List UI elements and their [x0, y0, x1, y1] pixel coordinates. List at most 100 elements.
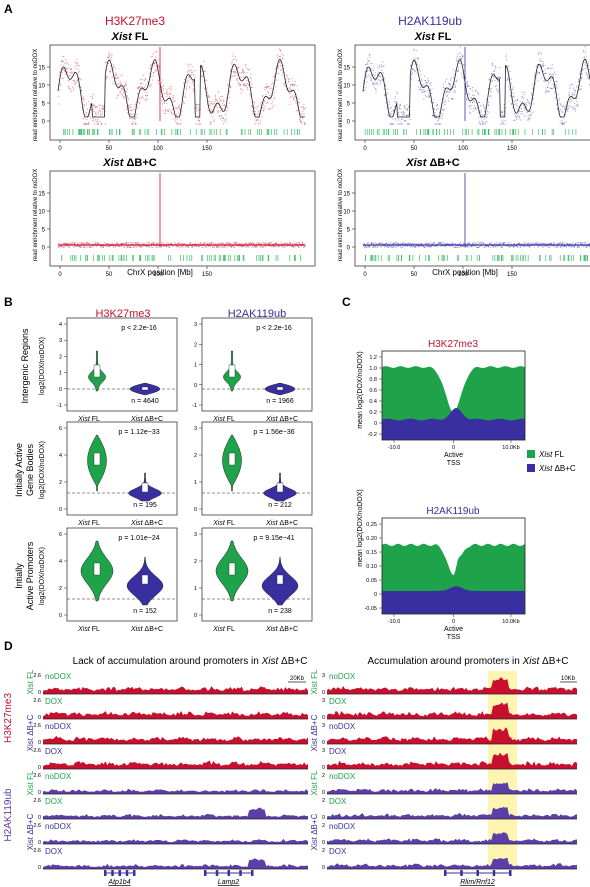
gene-rlim-exon: [492, 870, 496, 876]
chrx-point: [304, 123, 306, 125]
chrx-point: [80, 90, 82, 92]
chrx-point: [474, 107, 477, 109]
chrx-point: [548, 243, 550, 245]
chrx-point: [431, 92, 433, 95]
chrx-point: [478, 101, 480, 103]
chrx-point: [141, 246, 144, 248]
chrx-point: [389, 112, 391, 114]
chrx-point: [575, 242, 577, 245]
chrx-point: [454, 246, 456, 248]
chrx-point: [385, 243, 387, 245]
chrx-point: [281, 246, 284, 248]
chrx-point: [257, 119, 259, 121]
xlabel-fl: Xist FL: [77, 626, 100, 633]
xlabel-db: Xist ΔB+C: [130, 416, 163, 423]
chrx-point: [478, 242, 480, 244]
chrx-point: [399, 104, 402, 106]
chrx-point: [280, 64, 282, 67]
chrx-point: [472, 107, 475, 110]
chrx-point: [548, 81, 550, 83]
chrx-point: [445, 91, 447, 93]
chrx-point: [296, 242, 298, 244]
chrx-point: [553, 73, 555, 75]
violin-ytick-label: 3: [194, 426, 197, 432]
chrx-point: [569, 85, 571, 87]
chrx-point: [468, 242, 470, 244]
chrx-point: [580, 88, 582, 90]
chrx-point: [119, 83, 121, 85]
chrx-point: [244, 242, 246, 244]
chrx-point: [451, 98, 453, 100]
chrx-point: [453, 243, 455, 245]
chrx-point: [194, 243, 196, 245]
chrx-point: [108, 53, 110, 55]
track-zero: 0: [38, 690, 41, 696]
chrx-point: [120, 74, 122, 76]
chrx-point: [586, 73, 588, 75]
chrx-point: [297, 245, 299, 248]
chrx-point: [448, 83, 450, 85]
chrx-point: [473, 101, 475, 103]
chrx-point: [99, 120, 101, 122]
chrx-point: [198, 108, 200, 110]
chrx-point: [490, 246, 492, 249]
track-scale: 3: [322, 698, 325, 704]
chrx-point: [130, 104, 132, 106]
chrx-point: [434, 111, 436, 114]
chrx-point: [401, 243, 403, 245]
chrx-point: [220, 118, 222, 120]
chrx-point: [367, 246, 369, 248]
chrx-point: [397, 242, 400, 245]
track-scale: 3: [322, 748, 325, 754]
chrx-point: [293, 242, 295, 244]
chrx-point: [223, 245, 225, 247]
chrx-point: [258, 117, 260, 119]
box-db: [141, 482, 149, 493]
chrx-point: [170, 243, 172, 245]
chrx-point: [391, 113, 393, 115]
chrx-point: [527, 119, 529, 121]
chrx-point: [95, 119, 97, 121]
chrx-point: [209, 101, 211, 103]
chrx-point: [82, 117, 85, 120]
chrx-point: [582, 68, 584, 70]
chrx-point: [78, 70, 80, 72]
chrx-point: [263, 100, 265, 102]
chrx-point: [366, 75, 368, 77]
chrx-point: [220, 242, 222, 245]
chrx-point: [207, 110, 209, 112]
chrx-point: [183, 243, 185, 245]
chrx-point: [80, 246, 82, 248]
track-label: DOX: [329, 797, 347, 806]
chrx-point: [172, 95, 174, 97]
chrx-point: [238, 66, 240, 68]
chrx-point: [388, 243, 390, 245]
chrx-point: [107, 63, 109, 65]
chrx-point: [486, 110, 489, 112]
chrx-point: [466, 85, 469, 87]
chrx-point: [587, 64, 589, 67]
chrx-point: [116, 94, 118, 96]
chrx-point: [184, 78, 186, 80]
chrx-point: [502, 242, 504, 244]
chrx-point: [215, 242, 217, 244]
chrx-point: [406, 245, 409, 248]
track-scale: 3: [322, 723, 325, 729]
chrx-point: [181, 242, 183, 245]
chrx-point: [207, 100, 210, 102]
chrx-point: [588, 243, 590, 245]
chrx-point: [453, 91, 455, 93]
chrx-point: [222, 123, 225, 125]
chrx-point: [573, 87, 575, 89]
chrx-point: [107, 56, 109, 58]
chrx-point: [586, 74, 588, 76]
chrx-point: [183, 246, 185, 248]
chrx-point: [545, 87, 547, 89]
chrx-point: [491, 245, 493, 247]
chrx-point: [515, 103, 517, 105]
chrx-point: [414, 58, 416, 60]
chrx-point: [377, 71, 380, 73]
chrx-point: [134, 103, 136, 105]
chrx-point: [396, 242, 398, 244]
chrx-point: [257, 242, 260, 245]
